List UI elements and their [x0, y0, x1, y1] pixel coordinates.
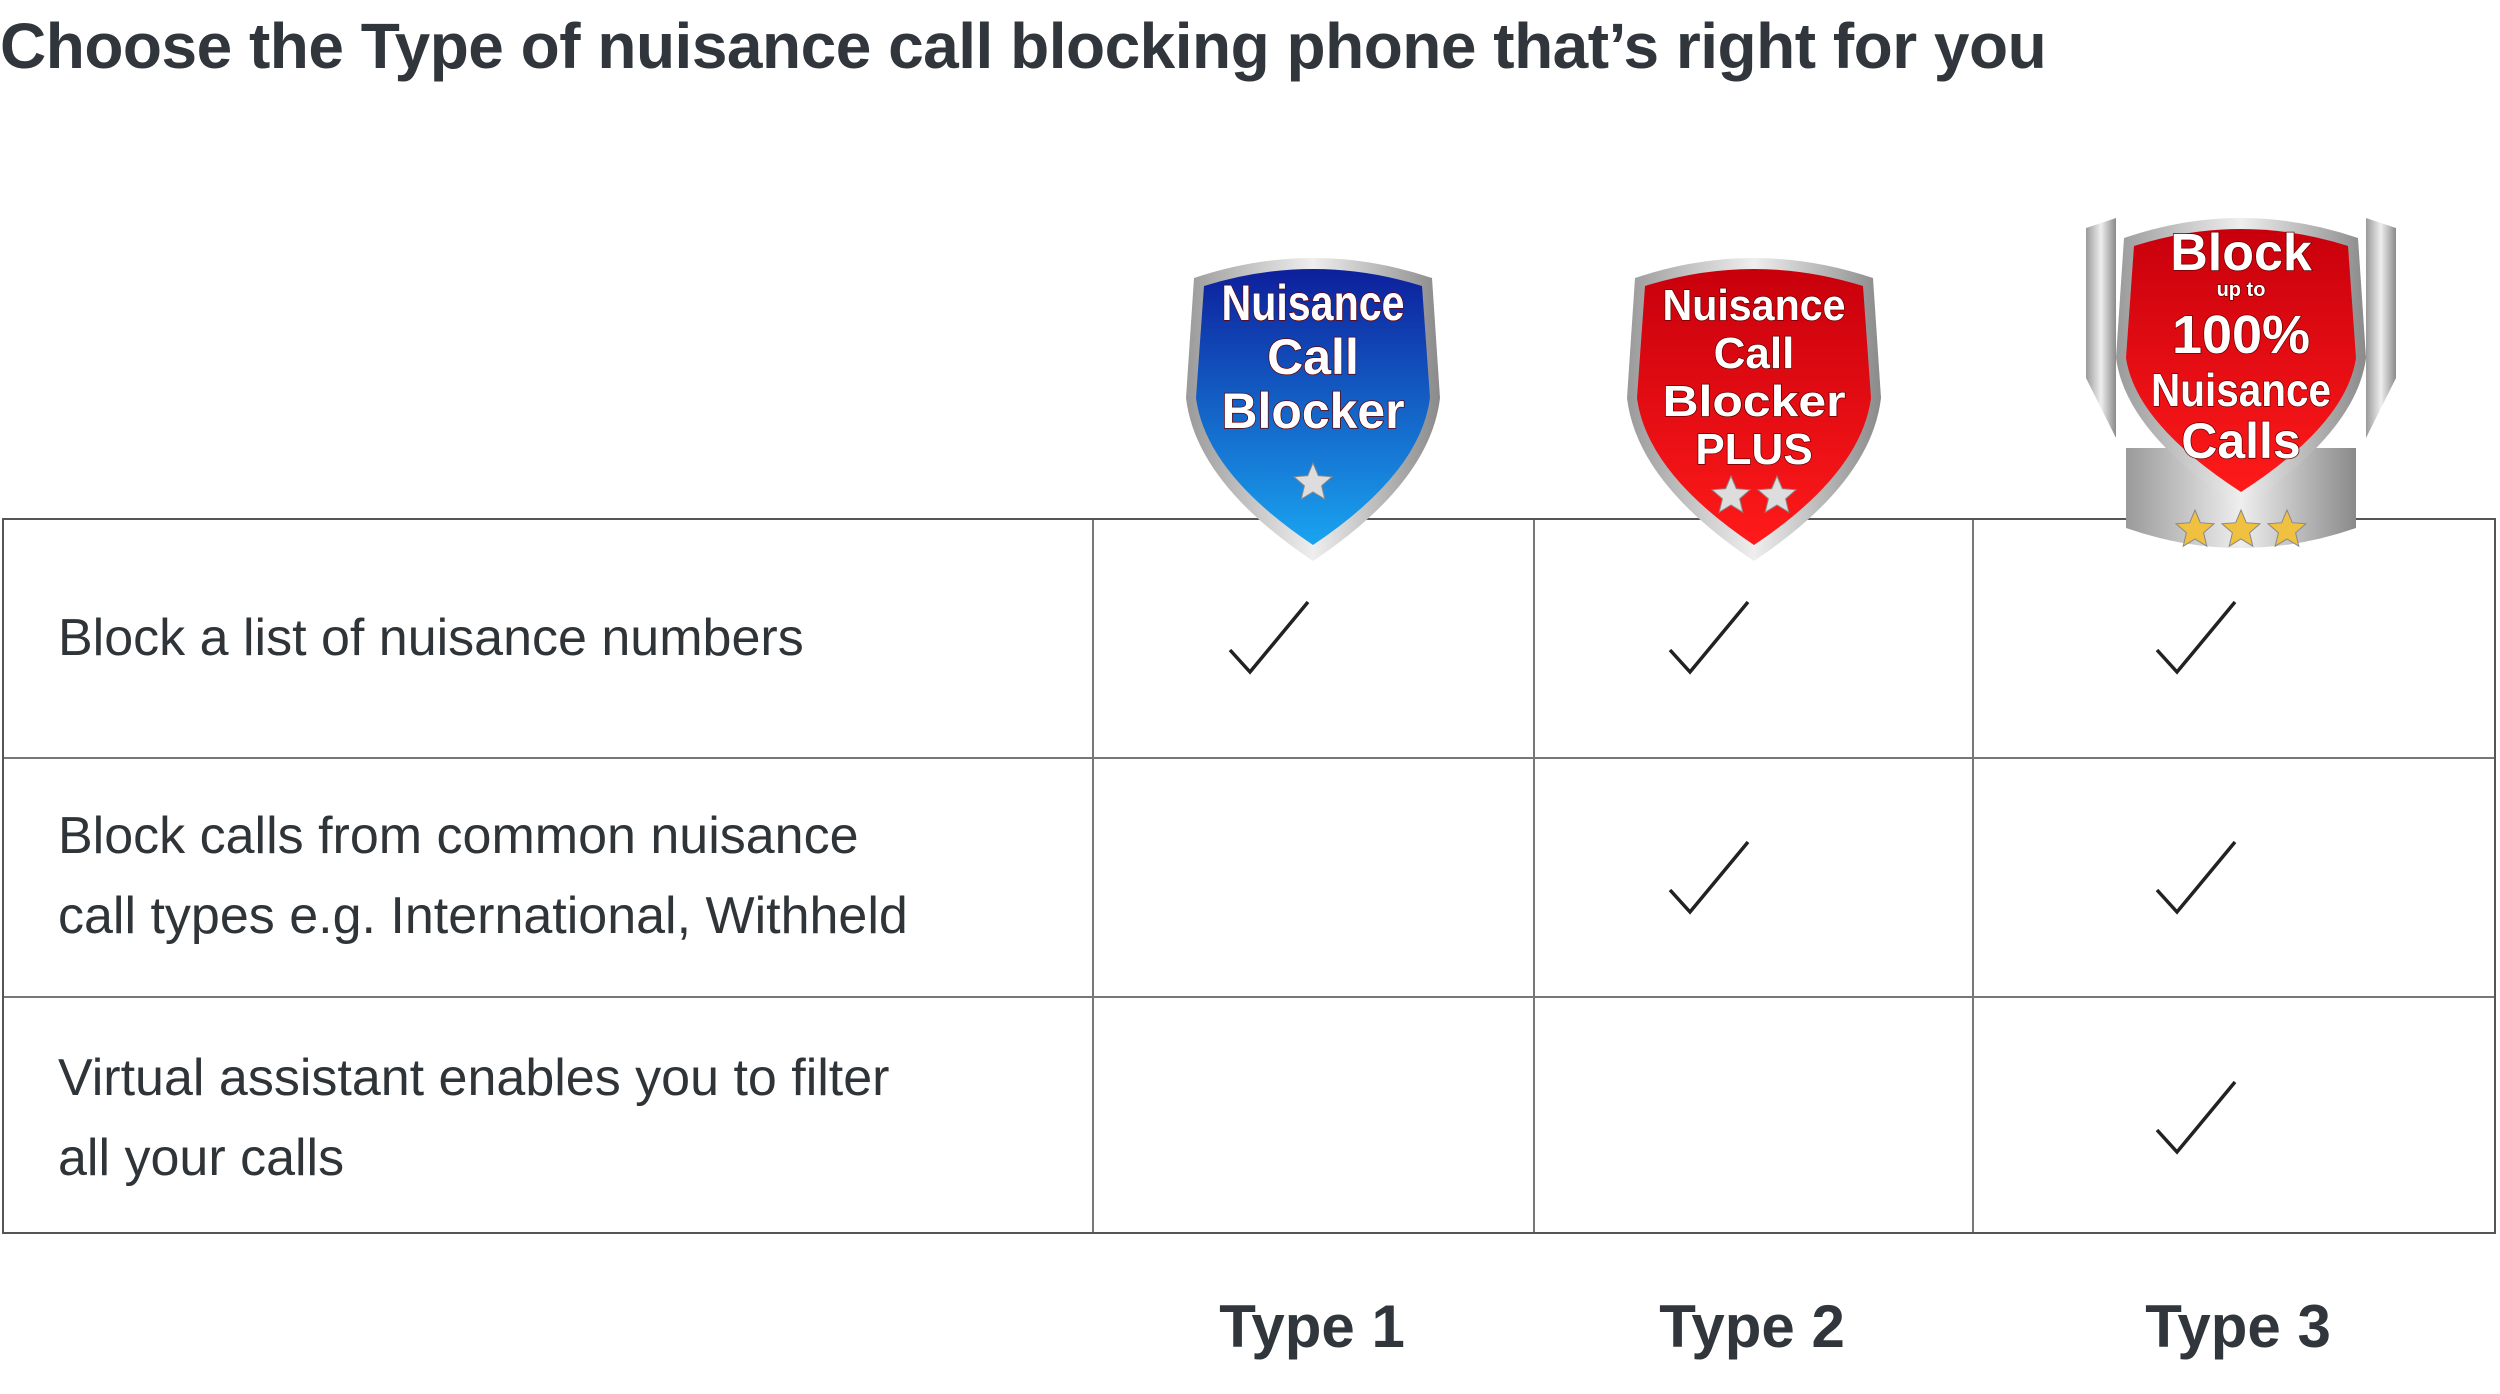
star-icon	[2266, 508, 2308, 548]
star-icon	[2174, 508, 2216, 548]
checkmark-icon	[1224, 598, 1314, 678]
badge-text: Blocker	[1222, 383, 1405, 439]
type-3-label: Type 3	[2145, 1293, 2331, 1360]
column-divider	[1533, 520, 1535, 1232]
badge-type-2: Nuisance Call Blocker PLUS	[1627, 248, 1881, 561]
comparison-table: Block a list of nuisance numbers Block c…	[2, 518, 2496, 1234]
star-icon	[1292, 461, 1334, 501]
badge-text: Nuisance	[1222, 275, 1405, 331]
page-title: Choose the Type of nuisance call blockin…	[0, 10, 2047, 82]
badge-type-1: Nuisance Call Blocker	[1186, 248, 1440, 561]
badge-text: Blocker	[1663, 377, 1846, 426]
star-icon	[1756, 474, 1798, 514]
feature-line: call types e.g. International, Withheld	[58, 887, 908, 945]
row-divider	[4, 757, 2494, 759]
checkmark-icon	[2151, 838, 2241, 918]
star-icon	[1710, 474, 1752, 514]
badge-text: Nuisance	[1663, 281, 1846, 330]
checkmark-icon	[1664, 598, 1754, 678]
column-divider	[1972, 520, 1974, 1232]
row-divider	[4, 996, 2494, 998]
feature-line: all your calls	[58, 1129, 345, 1187]
feature-label-call-types: Block calls from common nuisance call ty…	[58, 796, 1078, 956]
badge-text: 100%	[2172, 305, 2310, 365]
checkmark-icon	[1664, 838, 1754, 918]
feature-label-virtual-assistant: Virtual assistant enables you to filter …	[58, 1038, 1078, 1198]
type-1-label: Type 1	[1219, 1293, 1405, 1360]
badge-text: Calls	[2181, 413, 2301, 469]
star-icon	[2220, 508, 2262, 548]
column-divider	[1092, 520, 1094, 1232]
badge-type-3: Block up to 100% Nuisance Calls	[2076, 208, 2406, 561]
feature-line: Block a list of nuisance numbers	[58, 609, 804, 667]
feature-label-block-list: Block a list of nuisance numbers	[58, 598, 1078, 678]
badge-text: Call	[1714, 329, 1795, 378]
badge-text: PLUS	[1695, 425, 1812, 474]
badge-text: Nuisance	[2151, 364, 2331, 416]
feature-line: Block calls from common nuisance	[58, 807, 859, 865]
badge-text: Call	[1267, 329, 1359, 385]
checkmark-icon	[2151, 1078, 2241, 1158]
checkmark-icon	[2151, 598, 2241, 678]
feature-line: Virtual assistant enables you to filter	[58, 1049, 890, 1107]
badge-text: up to	[2217, 279, 2266, 301]
badge-text: Block	[2170, 224, 2312, 282]
type-2-label: Type 2	[1659, 1293, 1845, 1360]
